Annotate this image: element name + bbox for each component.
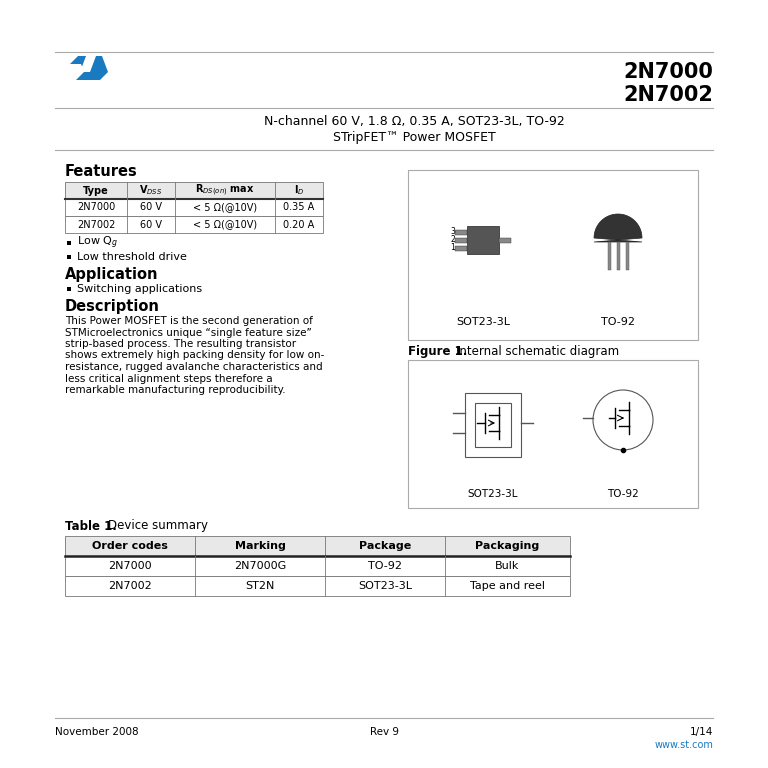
Bar	[65, 182, 323, 199]
Text: Internal schematic diagram: Internal schematic diagram	[456, 346, 619, 359]
Text: Bulk: Bulk	[495, 561, 520, 571]
Text: less critical alignment steps therefore a: less critical alignment steps therefore …	[65, 373, 273, 383]
Text: 2N7000: 2N7000	[108, 561, 152, 571]
Text: SOT23-3L: SOT23-3L	[358, 581, 412, 591]
Text: SOT23-3L: SOT23-3L	[468, 489, 518, 499]
Text: 2N7000: 2N7000	[623, 62, 713, 82]
Text: 60 V: 60 V	[140, 220, 162, 230]
Text: Features: Features	[65, 164, 137, 180]
Text: < 5 Ω(@10V): < 5 Ω(@10V)	[193, 220, 257, 230]
Text: resistance, rugged avalanche characteristics and: resistance, rugged avalanche characteris…	[65, 362, 323, 372]
Polygon shape	[76, 72, 108, 80]
Bar	[65, 216, 323, 233]
Text: Device summary: Device summary	[108, 519, 208, 532]
Text: Figure 1.: Figure 1.	[408, 346, 468, 359]
Text: 2N7002: 2N7002	[623, 85, 713, 105]
Bar	[65, 536, 570, 556]
Bar	[475, 403, 511, 447]
Text: 2N7002: 2N7002	[77, 220, 115, 230]
Bar	[625, 242, 628, 270]
Bar	[455, 238, 467, 243]
Text: Low threshold drive: Low threshold drive	[77, 252, 187, 262]
Text: 2: 2	[451, 236, 455, 244]
Text: 2N7002: 2N7002	[108, 581, 152, 591]
Text: TO-92: TO-92	[601, 317, 635, 327]
Text: N-channel 60 V, 1.8 Ω, 0.35 A, SOT23-3L, TO-92: N-channel 60 V, 1.8 Ω, 0.35 A, SOT23-3L,…	[263, 115, 564, 128]
Text: Package: Package	[359, 541, 411, 551]
Text: Tape and reel: Tape and reel	[470, 581, 545, 591]
Text: Marking: Marking	[234, 541, 286, 551]
Text: < 5 Ω(@10V): < 5 Ω(@10V)	[193, 203, 257, 213]
Polygon shape	[594, 214, 642, 242]
Bar	[65, 576, 570, 596]
Text: 1/14: 1/14	[690, 727, 713, 737]
Bar	[499, 238, 511, 243]
Bar	[408, 170, 698, 340]
Text: Type: Type	[83, 186, 109, 196]
Polygon shape	[78, 56, 108, 72]
Text: 3: 3	[451, 227, 455, 237]
Text: Rev 9: Rev 9	[369, 727, 399, 737]
Bar	[617, 242, 620, 270]
Polygon shape	[80, 56, 96, 72]
Text: Order codes: Order codes	[92, 541, 168, 551]
Text: This Power MOSFET is the second generation of: This Power MOSFET is the second generati…	[65, 316, 313, 326]
Text: www.st.com: www.st.com	[654, 740, 713, 750]
Bar	[465, 393, 521, 457]
Text: ST2N: ST2N	[245, 581, 275, 591]
Text: remarkable manufacturing reproducibility.: remarkable manufacturing reproducibility…	[65, 385, 286, 395]
Text: STripFET™ Power MOSFET: STripFET™ Power MOSFET	[333, 131, 495, 144]
Bar	[65, 199, 323, 216]
Text: 1: 1	[451, 243, 455, 253]
Text: 2N7000G: 2N7000G	[234, 561, 286, 571]
Text: Table 1.: Table 1.	[65, 519, 117, 532]
Bar	[607, 242, 611, 270]
Text: Low Q$_g$: Low Q$_g$	[77, 235, 118, 251]
Text: I$_D$: I$_D$	[293, 184, 304, 197]
Bar	[65, 536, 570, 556]
Bar	[455, 230, 467, 235]
Text: 60 V: 60 V	[140, 203, 162, 213]
Text: 2N7000: 2N7000	[77, 203, 115, 213]
Text: V$_{DSS}$: V$_{DSS}$	[139, 184, 163, 197]
Text: TO-92: TO-92	[368, 561, 402, 571]
Text: Packaging: Packaging	[475, 541, 540, 551]
Text: November 2008: November 2008	[55, 727, 139, 737]
Polygon shape	[70, 56, 102, 64]
Text: R$_{DS(on)}$ max: R$_{DS(on)}$ max	[195, 183, 255, 198]
Text: STMicroelectronics unique “single feature size”: STMicroelectronics unique “single featur…	[65, 327, 312, 337]
Text: Application: Application	[65, 267, 158, 283]
Text: 0.35 A: 0.35 A	[283, 203, 315, 213]
Bar	[65, 556, 570, 576]
Text: Switching applications: Switching applications	[77, 284, 202, 294]
Bar	[65, 182, 323, 199]
Text: TO-92: TO-92	[607, 489, 639, 499]
Bar	[467, 226, 499, 254]
Text: 0.20 A: 0.20 A	[283, 220, 315, 230]
Text: SOT23-3L: SOT23-3L	[456, 317, 510, 327]
Text: shows extremely high packing density for low on-: shows extremely high packing density for…	[65, 350, 324, 360]
Text: strip-based process. The resulting transistor: strip-based process. The resulting trans…	[65, 339, 296, 349]
Circle shape	[593, 390, 653, 450]
Text: Description: Description	[65, 300, 160, 315]
Bar	[408, 360, 698, 508]
Bar	[455, 246, 467, 251]
